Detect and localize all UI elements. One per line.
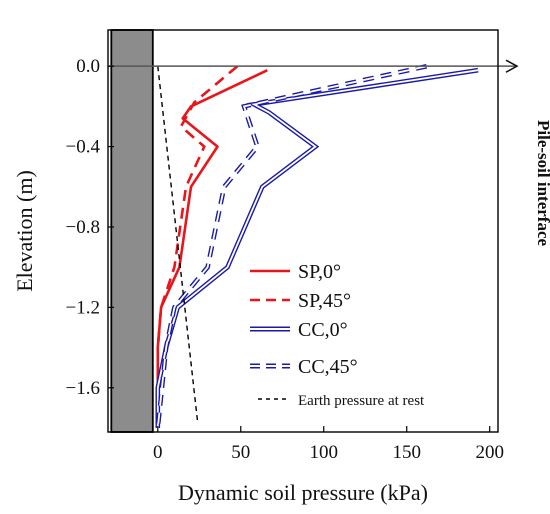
plot-frame (107, 29, 499, 433)
y-tick-label: 0.0 (76, 56, 100, 77)
x-axis-label: Dynamic soil pressure (kPa) (178, 480, 428, 505)
pile (110, 29, 154, 433)
legend-label-sp-45: SP,45° (298, 290, 351, 312)
y-axis-ticks: 0.0 −0.4 −0.8 −1.2 −1.6 (66, 56, 114, 399)
series-line-earth-pressure-at-rest (157, 66, 199, 422)
x-tick-label: 200 (475, 442, 504, 463)
x-tick-label: 50 (231, 442, 250, 463)
legend-label-cc-0: CC,0° (298, 319, 348, 341)
legend-label-earth-pressure: Earth pressure at rest (298, 393, 425, 409)
y-tick-label: −0.8 (66, 217, 100, 238)
y-tick-label: −1.6 (66, 378, 100, 399)
legend-label-cc-45: CC,45° (298, 356, 358, 378)
pile-soil-interface-arrow (505, 59, 519, 73)
pile-soil-interface-label: Pile-soil interface (534, 120, 550, 246)
x-axis-ticks: 0 50 100 150 200 (153, 426, 504, 463)
y-tick-label: −0.4 (66, 137, 101, 158)
y-tick-label: −1.2 (66, 297, 100, 318)
x-tick-label: 100 (309, 442, 338, 463)
series-line-sp-45 (156, 65, 239, 428)
legend-label-sp-0: SP,0° (298, 261, 341, 283)
series-layer (155, 63, 479, 429)
y-axis-label: Elevation (m) (12, 170, 37, 292)
series-line-cc-45 (155, 63, 428, 429)
x-tick-label: 150 (392, 442, 421, 463)
x-tick-label: 0 (153, 442, 163, 463)
legend: SP,0° SP,45° CC,0° CC,45° Earth pressure… (250, 261, 425, 409)
